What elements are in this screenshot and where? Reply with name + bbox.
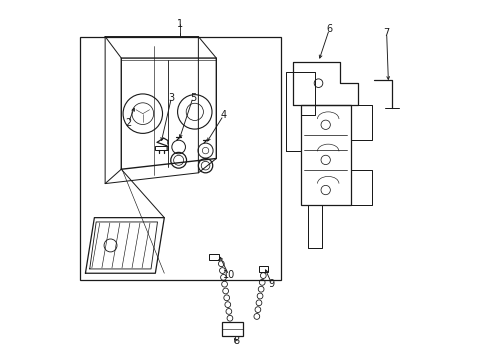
Text: 10: 10 xyxy=(223,270,235,280)
Text: 2: 2 xyxy=(125,118,132,128)
Text: 9: 9 xyxy=(269,279,275,289)
Text: 3: 3 xyxy=(169,93,174,103)
Bar xyxy=(259,266,268,272)
Bar xyxy=(155,145,168,150)
Bar xyxy=(300,105,351,205)
Bar xyxy=(209,254,219,260)
Text: 6: 6 xyxy=(326,24,332,35)
Text: 8: 8 xyxy=(233,336,239,346)
Bar xyxy=(221,321,243,336)
Text: 1: 1 xyxy=(177,19,184,29)
Text: 7: 7 xyxy=(384,28,390,38)
Bar xyxy=(80,37,281,280)
Text: 4: 4 xyxy=(220,111,226,121)
Text: 5: 5 xyxy=(190,93,196,103)
